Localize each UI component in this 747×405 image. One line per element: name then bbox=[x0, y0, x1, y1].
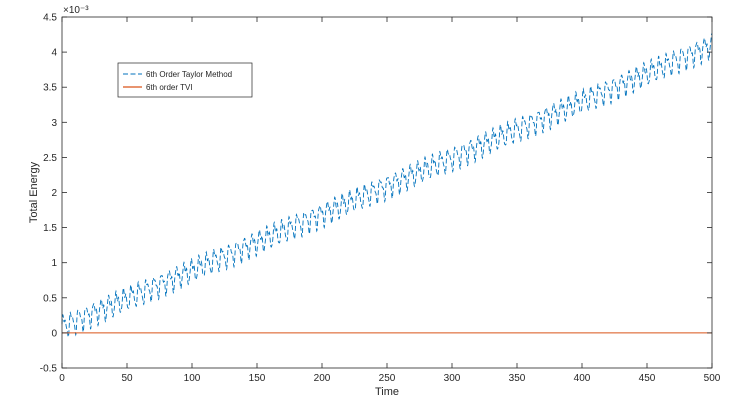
x-tick-label: 150 bbox=[249, 373, 266, 384]
y-tick-label: 2 bbox=[51, 188, 57, 199]
y-tick-label: 4 bbox=[51, 48, 57, 59]
legend-taylor-label: 6th Order Taylor Method bbox=[146, 70, 232, 79]
plot-lines bbox=[61, 32, 713, 339]
x-tick-label: 400 bbox=[574, 373, 591, 384]
x-tick-label: 500 bbox=[704, 373, 721, 384]
y-tick-label: 3 bbox=[51, 118, 57, 129]
legend-box bbox=[117, 62, 253, 98]
y-tick-label: 1.5 bbox=[43, 223, 57, 234]
x-tick-label: 100 bbox=[184, 373, 201, 384]
y-tick-label: 0 bbox=[51, 328, 57, 339]
legend-tvi-label: 6th order TVI bbox=[146, 83, 193, 92]
x-tick-label: 50 bbox=[121, 373, 133, 384]
series-taylor-line bbox=[61, 32, 713, 339]
y-tick-label: 3.5 bbox=[43, 83, 57, 94]
y-tick-label: 2.5 bbox=[43, 153, 57, 164]
x-axis-label: Time bbox=[375, 386, 399, 398]
y-tick-label: 4.5 bbox=[43, 13, 57, 24]
y-exponent-label: ×10⁻³ bbox=[63, 5, 89, 16]
x-tick-label: 0 bbox=[59, 373, 65, 384]
legend: 6th Order Taylor Method 6th order TVI bbox=[117, 62, 253, 98]
x-tick-label: 250 bbox=[379, 373, 396, 384]
x-tick-label: 350 bbox=[509, 373, 526, 384]
y-tick-label: -0.5 bbox=[40, 364, 58, 375]
x-tick-label: 450 bbox=[639, 373, 656, 384]
y-axis-label: Total Energy bbox=[28, 161, 40, 223]
x-tick-label: 200 bbox=[314, 373, 331, 384]
axes: 0 50 100 150 200 250 300 350 400 450 500-0.500.511… bbox=[40, 13, 721, 385]
y-tick-label: 0.5 bbox=[43, 293, 57, 304]
y-tick-label: 1 bbox=[51, 258, 57, 269]
x-tick-label: 300 bbox=[444, 373, 461, 384]
